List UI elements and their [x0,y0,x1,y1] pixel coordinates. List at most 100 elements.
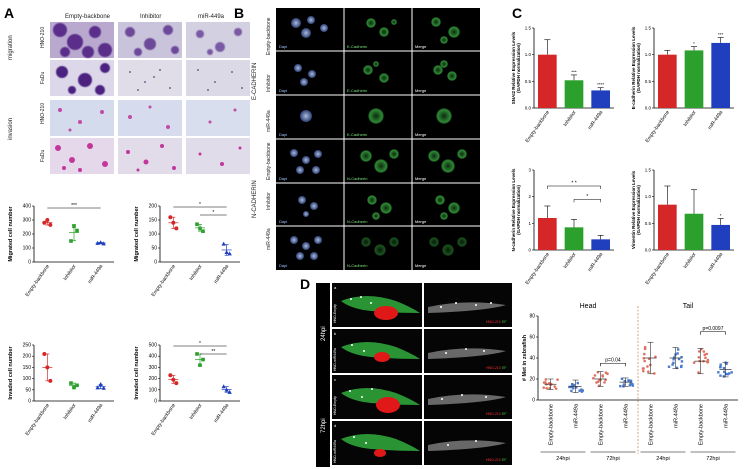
data-point [706,360,710,364]
micro-mig-fadu-mir [186,60,250,96]
data-point [544,378,548,381]
y-tick-label: 200 [23,232,32,238]
data-point [568,385,571,389]
data-point [642,352,646,356]
data-point [195,222,199,226]
x-tick-label: Empty-backbone [25,403,52,437]
data-point [198,226,202,231]
data-point [697,356,701,359]
panel-letter-c: C [512,5,523,21]
b-label-ecad-2: E-Cadherin [347,88,367,93]
data-point [643,347,647,351]
data-point [673,356,676,359]
data-point [725,362,728,365]
y-tick-label: 0.5 [525,79,532,84]
data-point [72,385,76,390]
y-tick-label: 0 [154,260,157,266]
data-point [671,363,674,366]
x-tick-label: Inhibitor [63,263,78,281]
x-tick-label: Empty-backbone [645,110,672,144]
data-point [702,350,706,353]
data-point [642,369,645,373]
x-tick-label: miR-449a [587,110,604,131]
chart-c1-snai2: 0.0 0.5 1.0 1.5 SNAI2 Relative Expression Le… [511,26,614,144]
data-point [542,386,546,389]
b-label-dapi-5: Dapi [279,219,287,224]
y-axis-label: Vimentin Relative Expression Levels(GAPD… [631,170,641,249]
data-point [680,360,684,363]
data-point [680,355,683,359]
data-point [627,379,630,382]
y-tick-label: 0 [532,398,535,404]
d-row-label-1: HNO-Empty [333,304,337,323]
b-row-label-2: Inhibitor [266,74,272,92]
data-point [69,239,73,243]
data-point [198,363,202,367]
y-axis-label: Invaded cell number [134,346,140,400]
data-point [98,240,103,245]
data-point [201,229,205,233]
y-axis-label-line: E-cadherin Relative Expression Levels [631,26,636,109]
x-tick-label: miR-449a [724,403,730,428]
bar [684,213,704,250]
b-label-dapi-6: Dapi [279,263,287,268]
data-point [544,381,547,384]
bar [591,239,610,250]
data-point [722,375,726,378]
data-point [723,370,726,374]
d-time-24: 24hpi [321,326,327,341]
x-tick-label: Inhibitor [683,109,698,127]
y-tick-label: 0.0 [525,106,532,111]
b-row-label-4: Empty-backbone [266,142,272,180]
data-point [667,365,671,368]
y-tick-label: 0 [28,399,31,405]
data-point [224,250,229,254]
data-point [45,365,50,370]
data-point [604,371,608,375]
y-tick-label: 100 [23,376,32,382]
y-tick-label: 250 [23,343,32,349]
y-tick-label: 500 [149,343,158,349]
data-point [697,350,701,353]
data-point [697,371,700,374]
x-tick-label: miR-449a [87,264,104,285]
data-point [101,385,106,390]
panel-a-image-grid [50,22,250,174]
micro-inv-hno-inhibitor [118,100,182,136]
y-tick-label: 20 [529,377,535,383]
b-label-merge-1: Merge [415,44,427,49]
sig-label: * [212,210,214,216]
group-label-migration: migration [8,35,14,60]
chart-a3-invaded-hno: 0 50 100 150 200 250 Invaded cell number Empty-… [8,343,114,437]
b-label-dapi-2: Dapi [279,88,287,93]
y-tick-label: 400 [149,354,158,360]
y-tick-label: 50 [25,387,31,393]
col-label-empty: Empty-backbone [65,14,111,20]
data-point [554,387,558,390]
panel-letter-a: A [4,5,15,21]
data-point [571,382,574,386]
y-axis-label-line: N-cadherin Relative Expression Levels [511,168,516,251]
data-point [545,386,548,390]
y-tick-label: 200 [149,376,158,382]
y-tick-label: 150 [149,218,158,224]
data-point [72,224,76,229]
y-tick-label: 1.5 [645,26,652,31]
data-point [629,383,632,386]
d-overlay-c: c [334,377,336,382]
y-tick-label: 60 [529,335,535,341]
b-row-label-6: miR-449a [266,228,272,250]
data-point [641,367,645,370]
sig-label: *** [718,32,724,37]
y-axis-label: Migrated cell number [8,205,14,261]
data-point [675,366,679,370]
data-point [672,358,675,361]
panel-b-image-grid: Dapi Dapi Dapi Dapi Dapi Dapi E-Cadherin… [276,8,480,270]
col-label-inhibitor: Inhibitor [140,14,162,20]
chart-a2-migrated-fadu: 0 50 100 150 200 Migrated cell number Empty-ba… [134,202,240,298]
chart-c4-vimentin: 0.0 0.5 1.0 1.5 Vimentin Relative Expression… [631,168,734,286]
data-point [631,382,634,386]
y-tick-label: 0 [154,399,157,405]
data-point [575,386,578,389]
data-point [692,361,696,364]
